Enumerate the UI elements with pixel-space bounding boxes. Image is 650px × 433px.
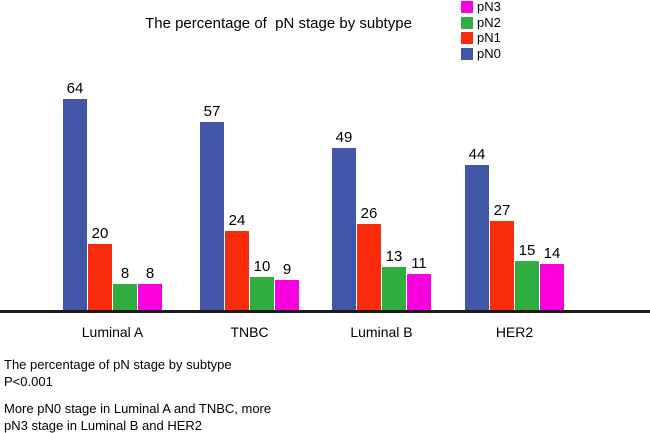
bar-wrap: 49: [332, 129, 356, 310]
bar-wrap: 24: [225, 212, 249, 310]
x-axis-label: Luminal A: [81, 324, 144, 340]
x-axis-line: [0, 310, 650, 313]
bar-group: 57 24 10 9: [200, 103, 299, 310]
caption-spacer: [4, 390, 271, 400]
bar-pN1: [357, 224, 381, 310]
bar-wrap: 15: [515, 241, 539, 310]
legend-label: pN1: [477, 30, 501, 45]
caption-line-3: More pN0 stage in Luminal A and TNBC, mo…: [4, 401, 272, 416]
bar-wrap: 11: [407, 255, 431, 310]
bar-pN0: [200, 121, 224, 310]
bar-pN0: [332, 148, 356, 310]
bar-wrap: 44: [465, 146, 489, 310]
bar-wrap: 20: [88, 225, 112, 310]
bar-pN3: [275, 280, 299, 310]
legend-swatch: [461, 32, 473, 44]
caption: The percentage of pN stage by subtype P<…: [4, 356, 271, 433]
bar-group: 64 20 8 8: [63, 80, 162, 310]
bar-pN3: [138, 283, 162, 310]
legend-label: pN2: [477, 14, 501, 30]
bar-wrap: 13: [382, 248, 406, 310]
bar-wrap: 9: [275, 261, 299, 310]
legend-swatch: [461, 47, 473, 60]
plot-area: 64 20 8 8 57 24 10 9 49 26 13 11 44 27 15 14: [63, 80, 564, 310]
chart-title: The percentage of pN stage by subtype: [145, 15, 412, 32]
bar-wrap: 14: [540, 245, 564, 310]
legend: pN3 pN2 pN1 pN0: [461, 0, 501, 63]
bar-pN0: [465, 164, 489, 310]
legend-swatch: [461, 16, 473, 29]
bar-value-label: 27: [493, 201, 511, 219]
bar-wrap: 10: [250, 258, 274, 310]
legend-label: pN3: [477, 0, 501, 14]
bar-value-label: 64: [66, 79, 84, 97]
bar-value-label: 9: [282, 261, 292, 279]
bar-value-label: 15: [518, 241, 536, 259]
bar-group: 49 26 13 11: [332, 129, 431, 310]
bar-pN2: [515, 260, 539, 310]
bar-pN3: [407, 273, 431, 310]
bar-pN2: [113, 283, 137, 310]
caption-line-4: pN3 stage in Luminal B and HER2: [4, 418, 203, 433]
legend-item: pN3: [461, 0, 501, 14]
caption-line-1: The percentage of pN stage by subtype: [4, 357, 232, 372]
bar-pN1: [490, 220, 514, 310]
legend-item: pN2: [461, 14, 501, 30]
bar-pN2: [250, 277, 274, 310]
bar-value-label: 10: [253, 258, 271, 275]
bar-value-label: 26: [360, 205, 378, 223]
x-axis-label: TNBC: [230, 324, 269, 340]
x-axis-label: HER2: [495, 324, 534, 340]
bar-pN0: [63, 98, 87, 310]
x-axis-label: Luminal B: [350, 324, 413, 340]
bar-value-label: 8: [145, 264, 155, 282]
bar-wrap: 26: [357, 205, 381, 310]
bar-value-label: 14: [543, 244, 561, 262]
bar-pN1: [88, 244, 112, 310]
bar-value-label: 44: [468, 145, 486, 163]
bar-wrap: 57: [200, 103, 224, 310]
bar-value-label: 49: [335, 129, 353, 147]
bar-wrap: 64: [63, 80, 87, 310]
bar-wrap: 8: [138, 265, 162, 310]
caption-line-2: P<0.001: [4, 374, 53, 389]
bar-value-label: 24: [228, 211, 246, 229]
bar-group: 44 27 15 14: [465, 146, 564, 310]
bar-value-label: 8: [120, 264, 130, 282]
legend-item: pN0: [461, 45, 501, 61]
bar-value-label: 57: [203, 102, 221, 120]
bar-value-label: 11: [411, 254, 427, 272]
bar-value-label: 20: [91, 225, 109, 242]
bar-pN3: [540, 263, 564, 310]
bar-wrap: 27: [490, 202, 514, 310]
legend-label: pN0: [477, 45, 501, 61]
bar-pN1: [225, 230, 249, 310]
bar-pN2: [382, 267, 406, 310]
legend-swatch: [461, 1, 473, 13]
bar-value-label: 13: [385, 248, 403, 266]
legend-item: pN1: [461, 30, 501, 45]
bar-wrap: 8: [113, 265, 137, 310]
